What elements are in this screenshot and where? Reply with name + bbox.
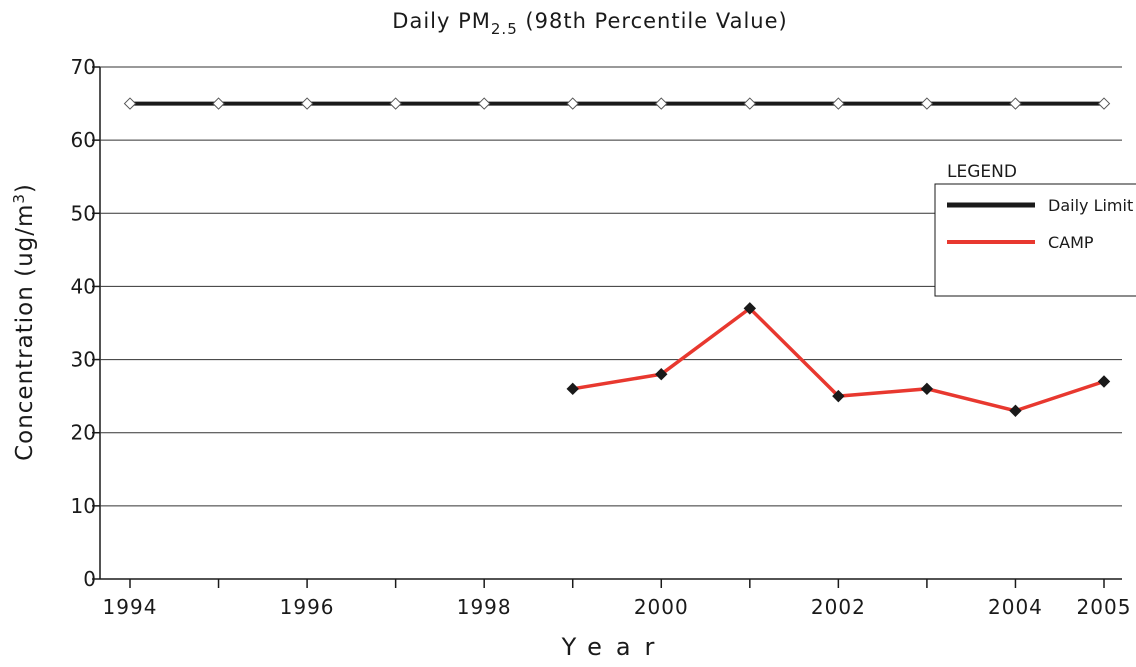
data-point	[920, 382, 934, 396]
x-tick-label: 1994	[103, 595, 158, 619]
x-tick-label: 2000	[634, 595, 689, 619]
data-point	[1009, 97, 1022, 110]
x-tick-label: 2004	[988, 595, 1043, 619]
data-point	[743, 302, 757, 315]
y-label-end: )	[12, 183, 38, 193]
y-tick-label: 10	[71, 494, 96, 518]
data-point	[920, 97, 934, 110]
legend-title: LEGEND	[947, 162, 1017, 182]
y-tick-label: 30	[71, 348, 96, 372]
data-point	[1097, 97, 1111, 110]
data-point	[1097, 375, 1111, 388]
data-point	[212, 97, 225, 110]
title-main: Daily PM	[392, 9, 491, 33]
data-point	[832, 389, 845, 403]
data-point	[832, 97, 845, 110]
chart-title: Daily PM2.5 (98th Percentile Value)	[392, 9, 787, 38]
data-point	[1009, 404, 1022, 417]
legend-label: CAMP	[1048, 233, 1094, 252]
title-rest: (98th Percentile Value)	[518, 9, 788, 33]
y-tick-label: 0	[83, 567, 96, 591]
x-axis-label: Year	[561, 633, 669, 661]
y-tick-label: 60	[71, 128, 96, 152]
y-tick-label: 20	[71, 421, 96, 445]
data-point	[655, 97, 668, 110]
x-tick-label: 1998	[457, 595, 512, 619]
y-axis-label: Concentration (ug/m3)	[10, 183, 38, 461]
y-tick-label: 70	[71, 55, 96, 79]
y-tick-label: 40	[71, 274, 96, 298]
data-point	[743, 97, 757, 110]
data-point	[389, 97, 402, 110]
data-point	[477, 97, 491, 110]
y-tick-label: 50	[71, 201, 96, 225]
x-tick-label: 2002	[811, 595, 866, 619]
data-point	[655, 367, 668, 381]
data-point	[566, 382, 579, 396]
x-tick-label: 1996	[280, 595, 335, 619]
data-point	[566, 97, 579, 110]
data-point	[300, 97, 314, 110]
data-point	[123, 97, 137, 110]
legend-label: Daily Limit	[1048, 196, 1133, 215]
y-label-main: Concentration (ug/m	[12, 204, 38, 461]
x-tick-label: 2005	[1077, 595, 1132, 619]
y-label-superscript: 3	[10, 193, 28, 204]
title-subscript: 2.5	[491, 20, 518, 38]
